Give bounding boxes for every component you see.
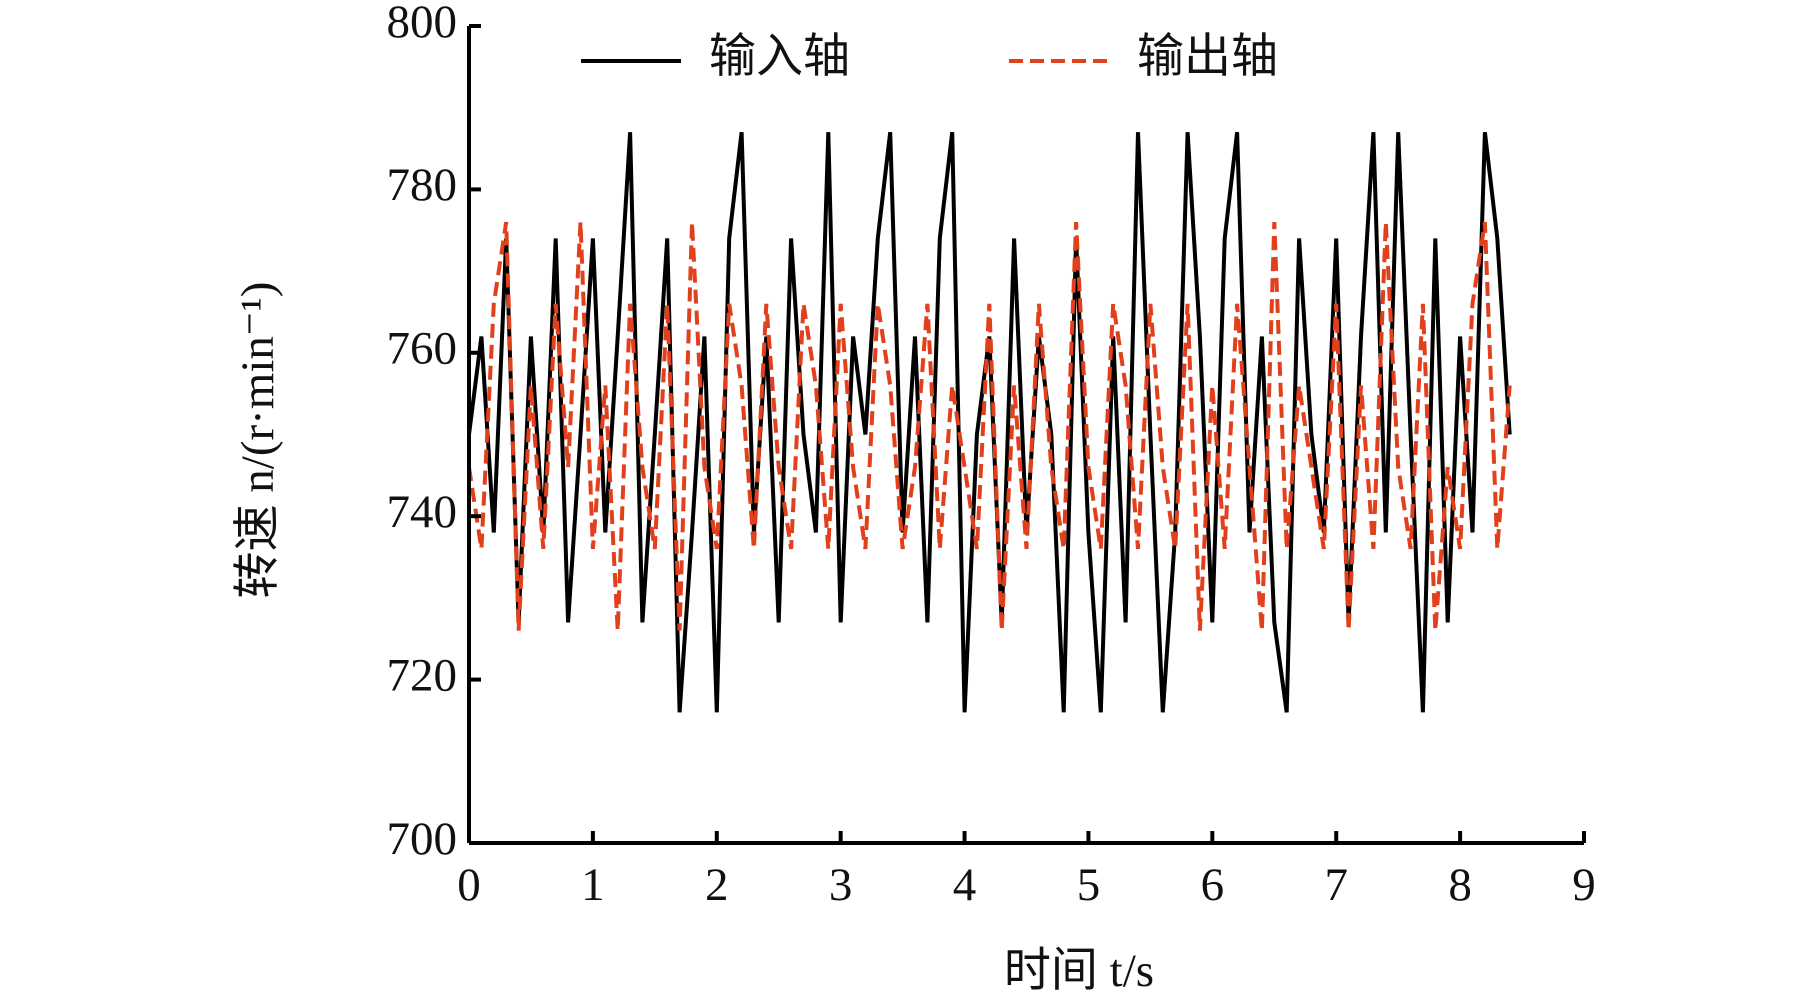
x-tick-label: 6 (1201, 859, 1225, 911)
y-tick-label: 720 (387, 649, 458, 701)
x-tick-label: 8 (1448, 859, 1472, 911)
legend-label: 输出轴 (1137, 31, 1278, 83)
series-line (467, 221, 1512, 631)
x-tick-label: 2 (705, 859, 729, 911)
y-tick-label: 760 (387, 323, 458, 375)
y-axis-label: 转速 n/(r·min⁻¹) (232, 282, 284, 599)
x-tick-label: 0 (457, 859, 481, 911)
x-tick-label: 1 (581, 859, 605, 911)
legend-label: 输入轴 (709, 31, 850, 83)
x-tick-label: 4 (953, 859, 977, 911)
y-tick-label: 700 (387, 813, 458, 865)
x-axis-label: 时间 t/s (1004, 945, 1154, 997)
y-tick-label: 780 (387, 159, 458, 211)
series-line (467, 131, 1512, 713)
x-tick-label: 3 (829, 859, 853, 911)
x-tick-label: 9 (1572, 859, 1596, 911)
y-tick-label: 800 (387, 0, 458, 48)
x-tick-label: 5 (1077, 859, 1101, 911)
y-tick-label: 740 (387, 486, 458, 538)
x-tick-label: 7 (1324, 859, 1348, 911)
